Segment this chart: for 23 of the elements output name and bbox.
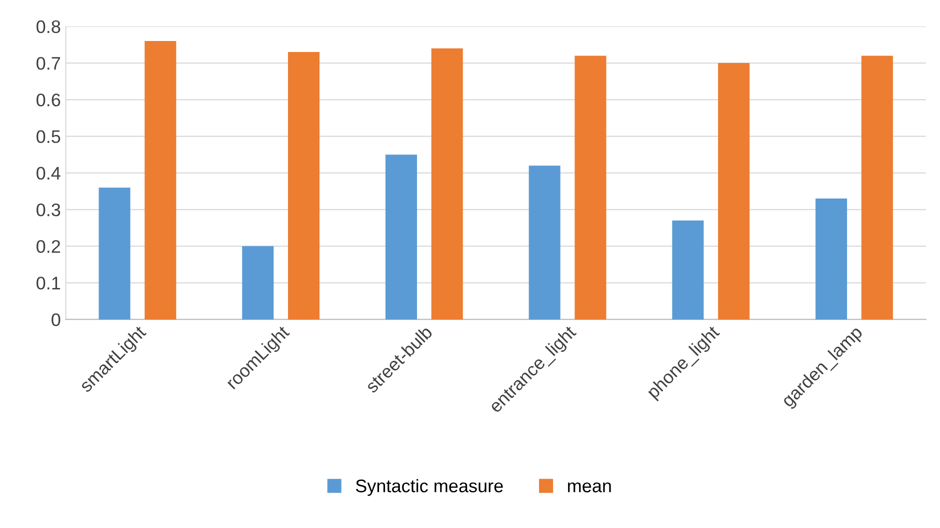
legend-label: mean: [568, 482, 611, 492]
bar: [144, 41, 176, 320]
bar: [242, 246, 274, 320]
legend-label: Syntactic measure: [356, 479, 503, 496]
bar: [385, 154, 418, 320]
bar: [528, 166, 560, 320]
bar: [861, 56, 893, 320]
bar: [718, 63, 750, 320]
y-tick-label: 0.5: [36, 130, 60, 144]
y-tick-label: 0.6: [36, 94, 60, 106]
bar: [816, 198, 848, 320]
y-tick-label: 0.7: [36, 56, 60, 70]
bar: [288, 52, 320, 320]
bar: [672, 220, 704, 320]
y-tick-label: 0.2: [36, 240, 60, 253]
bar: [574, 56, 606, 320]
y-tick-label: 0: [52, 313, 60, 326]
y-tick-label: 0.1: [36, 276, 60, 290]
y-tick-label: 0.4: [36, 166, 60, 180]
bar: [431, 48, 463, 320]
y-tick-label: 0.3: [36, 203, 60, 216]
y-tick-label: 0.8: [36, 20, 60, 34]
bar: [98, 188, 130, 320]
